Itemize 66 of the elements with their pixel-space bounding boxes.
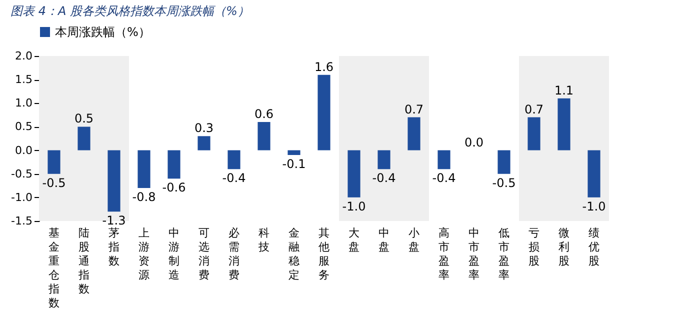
x-tick-label: 其他服务 xyxy=(318,226,330,282)
data-label: -0.1 xyxy=(282,157,306,171)
bar xyxy=(108,150,120,212)
x-tick-label: 必需消费 xyxy=(228,226,240,282)
data-label: -1.0 xyxy=(342,199,366,214)
bar xyxy=(408,117,420,150)
data-label: -0.4 xyxy=(222,171,246,186)
y-tick-label: 1.5 xyxy=(15,73,32,86)
data-label: -1.0 xyxy=(582,199,606,214)
x-tick-label: 科技 xyxy=(258,226,270,254)
y-tick-label: -0.5 xyxy=(11,167,32,180)
x-tick-label: 高市盈率 xyxy=(438,226,450,282)
x-tick-label: 大盘 xyxy=(348,226,360,254)
bar xyxy=(348,150,360,198)
y-tick-label: 1.0 xyxy=(15,96,32,110)
data-label: -0.5 xyxy=(42,176,66,190)
bar xyxy=(378,150,390,170)
x-tick-label: 陆股通指数 xyxy=(78,226,90,296)
bar xyxy=(138,150,150,188)
x-tick-label: 中市盈率 xyxy=(468,226,480,282)
data-label: -0.4 xyxy=(372,171,396,186)
data-label: -1.3 xyxy=(102,214,126,228)
data-label: 0.6 xyxy=(254,107,274,121)
x-tick-label: 金融稳定 xyxy=(288,226,300,282)
bar xyxy=(558,98,570,150)
data-label: -0.4 xyxy=(432,171,456,186)
x-tick-label: 亏损股 xyxy=(528,226,540,268)
chart-title: 图表 4：A 股各类风格指数本周涨跌幅（%） xyxy=(10,4,250,18)
data-label: -0.5 xyxy=(492,176,516,190)
bar xyxy=(438,150,450,170)
x-tick-label: 上游资源 xyxy=(138,226,150,282)
bar xyxy=(228,150,240,170)
data-label: 0.5 xyxy=(74,112,94,126)
bar xyxy=(288,150,300,155)
bar xyxy=(258,122,270,150)
data-label: 0.7 xyxy=(404,102,424,116)
data-label: -0.8 xyxy=(132,190,156,204)
x-tick-label: 中游制造 xyxy=(168,226,180,282)
bar xyxy=(498,150,510,174)
bar xyxy=(78,126,90,150)
bar xyxy=(528,117,540,150)
data-label: 0.0 xyxy=(464,135,484,150)
bar xyxy=(198,136,210,150)
y-tick-label: 0.0 xyxy=(15,144,32,157)
x-tick-label: 小盘 xyxy=(408,226,420,254)
legend-label: 本周涨跌幅（%） xyxy=(55,25,150,39)
data-label: 0.3 xyxy=(194,121,214,136)
x-tick-label: 绩优股 xyxy=(588,226,600,268)
bar xyxy=(168,150,180,179)
x-tick-label: 低市盈率 xyxy=(498,226,510,282)
x-tick-label: 中盘 xyxy=(378,226,390,254)
x-tick-label: 可选消费 xyxy=(198,226,210,282)
y-tick-label: -1.0 xyxy=(11,190,32,204)
data-label: -0.6 xyxy=(162,180,186,195)
bar xyxy=(588,150,600,198)
y-tick-label: 2.0 xyxy=(15,50,32,62)
y-tick-label: -1.5 xyxy=(11,214,32,228)
x-tick-label: 茅指数 xyxy=(108,226,120,268)
bar xyxy=(318,74,330,150)
y-tick-label: 0.5 xyxy=(15,120,32,134)
data-label: 0.7 xyxy=(524,102,544,116)
data-label: 1.1 xyxy=(554,83,574,98)
bar xyxy=(48,150,60,174)
data-label: 1.6 xyxy=(314,60,334,74)
x-tick-label: 微利股 xyxy=(558,226,570,268)
x-tick-label: 基金重仓指数 xyxy=(48,226,60,310)
